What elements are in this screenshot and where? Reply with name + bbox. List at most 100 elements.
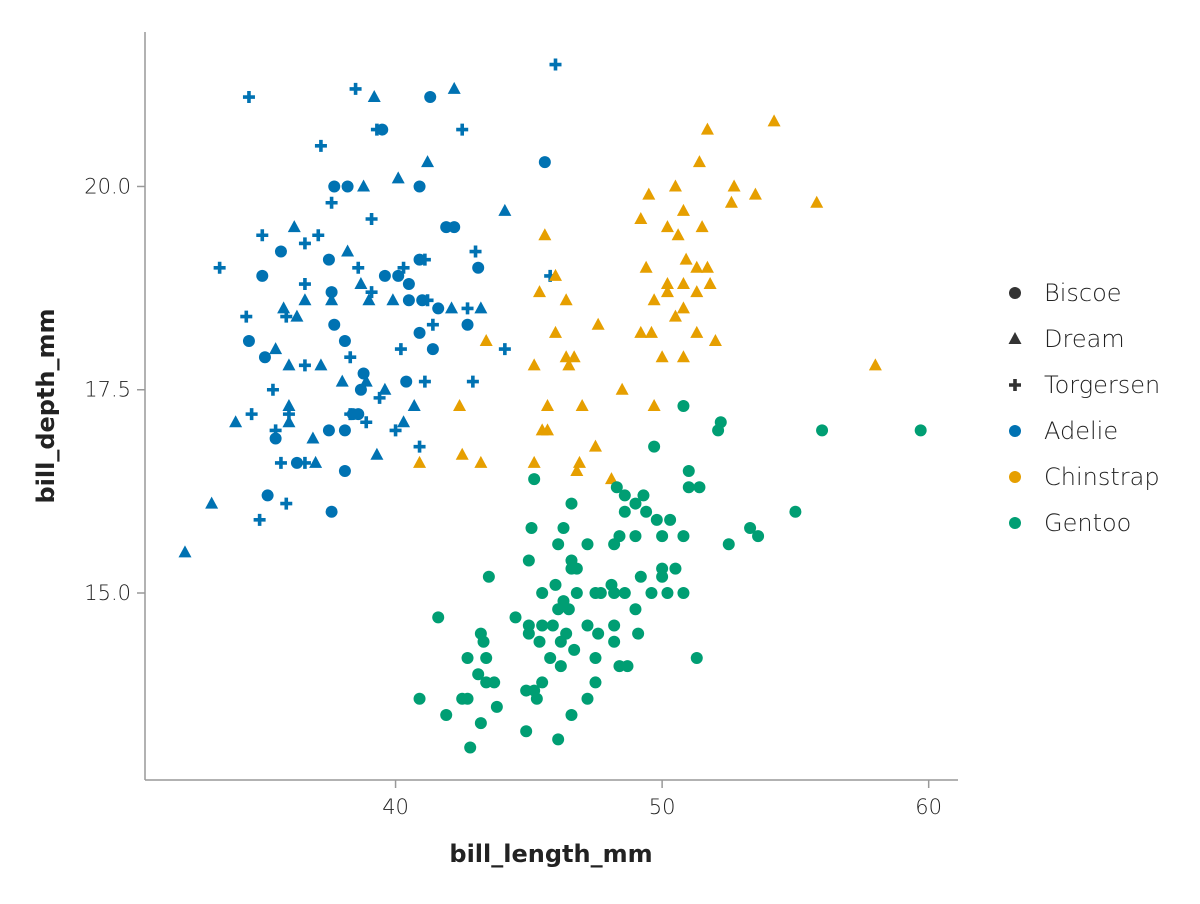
point-adelie	[261, 489, 274, 502]
point-adelie	[394, 343, 407, 356]
point-gentoo	[565, 708, 578, 721]
point-adelie	[256, 229, 269, 242]
point-chinstrap	[700, 260, 714, 273]
point-gentoo	[589, 587, 602, 599]
point-adelie	[258, 351, 271, 364]
point-adelie	[357, 367, 370, 380]
point-chinstrap	[541, 399, 555, 411]
point-chinstrap	[660, 220, 674, 233]
point-chinstrap	[575, 399, 589, 411]
point-gentoo	[608, 587, 621, 599]
point-adelie	[322, 424, 335, 437]
point-adelie	[365, 213, 378, 225]
point-adelie	[416, 294, 429, 307]
point-chinstrap	[700, 122, 714, 135]
point-gentoo	[461, 652, 474, 665]
point-gentoo	[608, 635, 621, 648]
point-gentoo	[592, 627, 605, 640]
point-adelie	[269, 342, 283, 355]
point-gentoo	[536, 587, 549, 599]
point-chinstrap	[644, 325, 658, 338]
point-adelie	[370, 447, 384, 460]
point-gentoo	[682, 465, 695, 478]
point-chinstrap	[767, 114, 781, 127]
point-chinstrap	[676, 277, 690, 290]
point-adelie	[282, 358, 296, 371]
point-chinstrap	[541, 423, 555, 436]
point-chinstrap	[692, 155, 706, 168]
point-adelie	[352, 261, 365, 274]
point-gentoo	[618, 587, 631, 599]
point-gentoo	[589, 652, 602, 665]
point-adelie	[447, 81, 461, 94]
point-chinstrap	[690, 325, 704, 338]
legend-marker-adelie	[1009, 425, 1021, 437]
point-chinstrap	[727, 179, 741, 192]
point-adelie	[391, 171, 405, 184]
point-chinstrap	[676, 301, 690, 314]
point-chinstrap	[527, 358, 541, 371]
point-adelie	[280, 497, 293, 510]
point-gentoo	[488, 676, 501, 689]
point-adelie	[325, 505, 338, 518]
ticks: 40 50 60 15.0 17.5 20.0	[84, 174, 942, 819]
point-adelie	[354, 383, 367, 396]
point-gentoo	[744, 521, 757, 534]
point-chinstrap	[690, 260, 704, 273]
point-adelie	[400, 375, 413, 388]
point-gentoo	[608, 538, 621, 551]
point-adelie	[413, 440, 426, 453]
point-chinstrap	[591, 317, 605, 330]
point-gentoo	[645, 587, 658, 599]
point-adelie	[282, 399, 296, 411]
point-adelie	[290, 456, 303, 469]
point-adelie	[378, 269, 391, 282]
point-chinstrap	[634, 325, 648, 338]
point-adelie	[240, 310, 253, 323]
point-adelie	[178, 545, 192, 558]
point-adelie	[328, 180, 341, 193]
point-chinstrap	[413, 455, 427, 468]
point-gentoo	[629, 530, 642, 543]
point-chinstrap	[647, 293, 661, 306]
point-gentoo	[610, 481, 623, 494]
point-adelie	[376, 123, 389, 136]
point-chinstrap	[676, 350, 690, 363]
legend-marker-chinstrap	[1009, 471, 1021, 483]
point-gentoo	[693, 481, 706, 494]
point-chinstrap	[676, 203, 690, 216]
point-chinstrap	[615, 382, 629, 395]
point-adelie	[448, 221, 461, 234]
point-chinstrap	[690, 285, 704, 298]
point-adelie	[282, 415, 296, 428]
point-adelie	[426, 318, 439, 331]
point-adelie	[287, 220, 301, 233]
point-adelie	[256, 269, 269, 282]
point-adelie	[456, 123, 469, 136]
point-adelie	[274, 456, 287, 469]
legend-label: Dream	[1044, 325, 1125, 353]
legend-marker-circle	[1009, 287, 1021, 299]
point-adelie	[392, 269, 405, 282]
point-gentoo	[621, 660, 634, 673]
point-chinstrap	[660, 285, 674, 298]
point-gentoo	[413, 692, 426, 705]
point-adelie	[397, 415, 411, 428]
point-chinstrap	[538, 228, 552, 241]
point-chinstrap	[647, 399, 661, 411]
point-chinstrap	[671, 228, 685, 241]
point-gentoo	[554, 635, 567, 648]
point-gentoo	[648, 440, 661, 453]
point-adelie	[269, 432, 282, 445]
x-axis-label: bill_length_mm	[449, 840, 652, 868]
point-gentoo	[490, 700, 503, 713]
point-gentoo	[669, 562, 682, 575]
point-gentoo	[544, 652, 557, 665]
point-adelie	[360, 416, 373, 429]
point-gentoo	[552, 538, 565, 551]
point-gentoo	[608, 619, 621, 632]
point-gentoo	[637, 489, 650, 502]
point-gentoo	[581, 692, 594, 705]
point-chinstrap	[639, 260, 653, 273]
point-gentoo	[914, 424, 927, 437]
